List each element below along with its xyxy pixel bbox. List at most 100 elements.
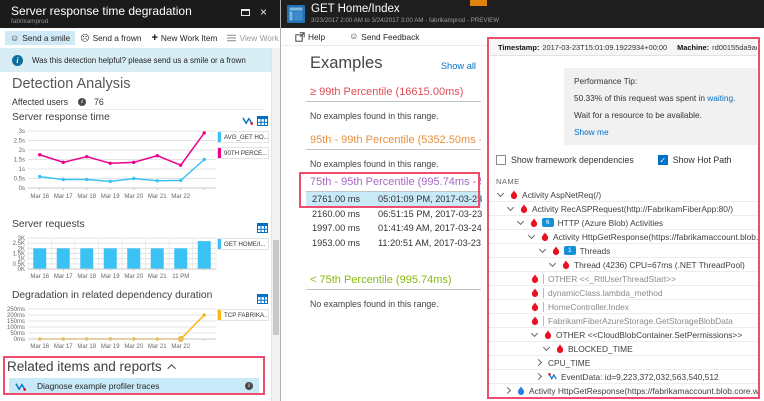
empty-range-message: No examples found in this range. [310,111,439,121]
trace-tree-node[interactable]: Activity HttpGetResponse(https://fabrika… [488,230,760,244]
node-label: HomeController.Index [543,301,629,312]
svg-text:Mar 19: Mar 19 [101,344,120,350]
legend-label: GET HOME/I... [224,240,266,248]
trace-tree-node[interactable]: Activity AspNetReq(/) [488,188,760,202]
trace-tree-node[interactable]: CPU_TIME [488,356,760,370]
chevron-down-icon[interactable] [542,343,551,352]
trace-tree-node[interactable]: Thread (4236) CPU=67ms (.NET ThreadPool) [488,258,760,272]
grid-icon[interactable] [257,113,268,131]
toolbar-item-label: Help [308,31,326,42]
info-icon: i [12,54,23,66]
close-icon[interactable]: × [259,5,267,19]
smile-icon: ☺ [349,31,359,41]
trace-tree-node[interactable]: FabrikamFiberAzureStorage.GetStorageBlob… [488,314,760,328]
chevron-down-icon[interactable] [530,329,539,338]
event-icon [548,372,557,381]
example-row[interactable]: 2761.00 ms 05:01:09 PM, 2017-03-23 [306,192,483,207]
trace-tree-node[interactable]: OTHER <<_RtlUserThreadStart>> [488,272,760,286]
chevron-down-icon[interactable] [538,245,547,254]
blade-icon [287,5,305,23]
percentile-section-title[interactable]: 75th - 95th Percentile (995.74ms - 5352.… [306,176,481,192]
percentile-section-title[interactable]: 95th - 99th Percentile (5352.50ms - 1661… [306,134,481,150]
legend-swatch [218,310,221,320]
show-all-link[interactable]: Show all [440,61,476,71]
scrollbar-thumb[interactable] [273,240,279,335]
toolbar-item-send-feedback[interactable]: ☺ Send Feedback [344,30,424,44]
flame-red-icon [541,231,549,242]
affected-users-value: 76 [94,96,104,107]
restore-window-icon[interactable] [240,8,250,16]
unchecked-checkbox-icon[interactable] [496,155,506,165]
trace-tree-node[interactable]: dynamicClass.lambda_method [488,286,760,300]
checkbox-show-hot-path[interactable]: ✓ Show Hot Path [657,155,731,165]
svg-text:Mar 21: Mar 21 [148,344,167,350]
chevron-down-icon[interactable] [548,259,557,268]
toolbar-item-send-a-smile[interactable]: ☺ Send a smile [5,31,76,45]
svg-text:1K: 1K [18,257,25,263]
trace-tree-node[interactable]: 1 Threads [488,244,760,258]
toolbar-item-help[interactable]: Help [290,30,330,44]
legend-label: AVG_GET HO... [224,133,268,141]
legend-item[interactable]: 90TH PERCE... [217,147,269,159]
legend-item[interactable]: TCP FABRIKA... [217,309,269,321]
percentile-section-title[interactable]: < 75th Percentile (995.74ms) [306,274,481,290]
toolbar-item-send-a-frown[interactable]: ☹ Send a frown [75,31,146,45]
legend-item[interactable]: AVG_GET HO... [217,131,269,143]
flame-red-icon [544,329,552,340]
trace-icon[interactable] [242,113,254,131]
show-me-link[interactable]: Show me [574,127,609,138]
trace-tree-node[interactable]: Activity RecASPRequest(http://FabrikamFi… [488,202,760,216]
trace-tree-node[interactable]: 6 HTTP (Azure Blob) Activities [488,216,760,230]
chevron-right-icon[interactable] [534,358,543,367]
affected-users-row: Affected users i 76 [12,94,265,110]
left-panel-scrollbar[interactable] [271,48,280,401]
trace-tree-node[interactable]: EventData: id=9,223,372,032,563,540,512 [488,370,760,384]
example-duration: 2761.00 ms [312,194,361,205]
trace-tree-node[interactable]: BLOCKED_TIME [488,342,760,356]
chevron-up-icon[interactable] [166,363,176,373]
examples-column: Examples Show all ≥ 99th Percentile (166… [281,46,488,401]
svg-text:11 PM: 11 PM [172,274,189,280]
svg-text:Mar 16: Mar 16 [30,194,49,200]
example-timestamp: 06:51:15 PM, 2017-03-23 [378,208,483,219]
example-row[interactable]: 1997.00 ms 01:41:49 AM, 2017-03-24 [306,221,482,236]
timestamp-value: 2017-03-23T15:01:09.1922934+00:00 [542,42,668,52]
grid-icon[interactable] [257,291,268,309]
chevron-down-icon[interactable] [506,203,515,212]
trace-tree-node[interactable]: Activity HttpGetResponse(https://fabrika… [488,384,760,398]
checkbox-show-framework-dependencies[interactable]: Show framework dependencies [496,155,634,165]
related-items-header[interactable]: Related items and reports [7,359,162,374]
chevron-down-icon[interactable] [496,189,505,198]
chevron-down-icon[interactable] [516,217,525,226]
example-row[interactable]: 1953.00 ms 11:20:51 AM, 2017-03-23 [306,236,481,251]
node-label: Thread (4236) CPU=67ms (.NET ThreadPool) [574,259,745,270]
svg-text:100ms: 100ms [7,325,25,331]
svg-text:Mar 20: Mar 20 [124,274,143,280]
svg-text:1s: 1s [19,167,25,173]
top-orange-artifact [470,0,487,6]
toolbar-item-new-work-item[interactable]: + New Work Item [146,31,222,46]
waiting-link[interactable]: waiting [707,93,734,104]
toolbar-item-label: Send Feedback [361,31,420,42]
chevron-right-icon[interactable] [503,386,512,395]
example-row[interactable]: 2160.00 ms 06:51:15 PM, 2017-03-23 [306,207,483,222]
request-blade-toolbar: Help ☺ Send Feedback [282,28,487,46]
svg-text:Mar 20: Mar 20 [124,194,143,200]
info-icon[interactable]: i [245,382,253,390]
plus-icon: + [151,31,158,44]
percentile-section-title[interactable]: ≥ 99th Percentile (16615.00ms) [306,86,481,102]
related-item-row[interactable]: Diagnose example profiler traces i [9,378,259,394]
trace-tree-node[interactable]: OTHER <<CloudBlobContainer.SetPermission… [488,328,760,342]
percentile-section: < 75th Percentile (995.74ms) No examples … [306,274,481,309]
trace-tree-node[interactable]: HomeController.Index [488,300,760,314]
checked-checkbox-icon[interactable]: ✓ [657,155,668,165]
legend-item[interactable]: GET HOME/I... [217,238,269,250]
chevron-right-icon[interactable] [534,372,543,381]
chevron-down-icon[interactable] [527,231,536,240]
example-timestamp: 05:01:09 PM, 2017-03-23 [378,194,483,205]
grid-icon[interactable] [257,220,268,238]
svg-text:2.5s: 2.5s [14,139,25,145]
name-column-header: NAME [496,177,520,186]
info-icon[interactable]: i [78,97,86,106]
checkbox-label: Show framework dependencies [511,155,634,165]
